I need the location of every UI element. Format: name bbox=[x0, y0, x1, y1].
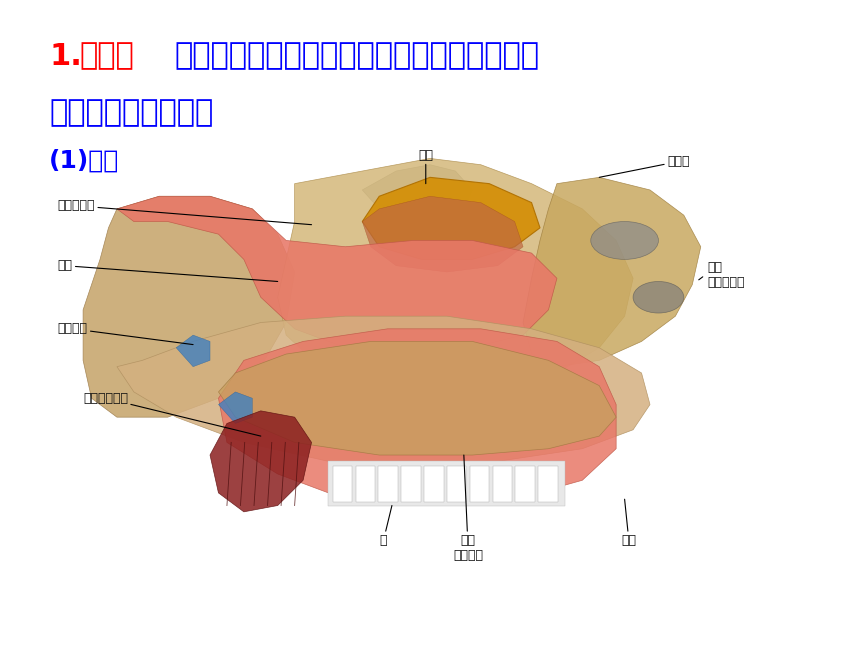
Polygon shape bbox=[176, 335, 210, 366]
Text: 口: 口 bbox=[380, 506, 392, 547]
Bar bbox=[515, 466, 535, 502]
Text: 鼻道
鼻下方的沟: 鼻道 鼻下方的沟 bbox=[708, 261, 745, 289]
Ellipse shape bbox=[633, 281, 684, 313]
Bar bbox=[378, 466, 398, 502]
Text: 呼吸道: 呼吸道 bbox=[80, 42, 134, 71]
Bar bbox=[333, 466, 352, 502]
Polygon shape bbox=[218, 329, 616, 506]
Text: ：由鼻、咽、喉、气管和支气管等组成，是气: ：由鼻、咽、喉、气管和支气管等组成，是气 bbox=[175, 42, 539, 71]
Text: (1)鼻：: (1)鼻： bbox=[49, 149, 120, 173]
Bar bbox=[470, 466, 489, 502]
Bar bbox=[424, 466, 444, 502]
Polygon shape bbox=[218, 341, 616, 455]
Text: 嗅觉感受器: 嗅觉感受器 bbox=[58, 199, 311, 224]
Text: 鼻甲: 鼻甲 bbox=[418, 148, 433, 184]
Text: 嗅神经: 嗅神经 bbox=[599, 155, 690, 177]
Polygon shape bbox=[117, 196, 557, 354]
Text: 鼻孔内的鼻毛: 鼻孔内的鼻毛 bbox=[83, 392, 261, 436]
Ellipse shape bbox=[591, 221, 659, 259]
Text: 鼻腔: 鼻腔 bbox=[58, 259, 278, 281]
Polygon shape bbox=[362, 177, 540, 259]
Bar bbox=[329, 461, 565, 506]
Bar bbox=[402, 466, 421, 502]
Polygon shape bbox=[523, 177, 701, 366]
Text: 体进出人体的通道。: 体进出人体的通道。 bbox=[49, 99, 213, 128]
Polygon shape bbox=[278, 159, 633, 392]
Polygon shape bbox=[117, 316, 650, 468]
Bar bbox=[355, 466, 375, 502]
Bar bbox=[538, 466, 558, 502]
Text: 硬腭
口的顶部: 硬腭 口的顶部 bbox=[453, 455, 483, 562]
Polygon shape bbox=[362, 196, 523, 272]
Text: 外部鼻子: 外部鼻子 bbox=[58, 322, 194, 344]
Polygon shape bbox=[83, 196, 295, 417]
Bar bbox=[493, 466, 512, 502]
Text: 咽喉: 咽喉 bbox=[621, 499, 636, 547]
Polygon shape bbox=[210, 411, 311, 512]
Bar bbox=[447, 466, 466, 502]
Polygon shape bbox=[362, 164, 472, 221]
Polygon shape bbox=[218, 392, 252, 424]
Text: 1.: 1. bbox=[49, 42, 82, 71]
